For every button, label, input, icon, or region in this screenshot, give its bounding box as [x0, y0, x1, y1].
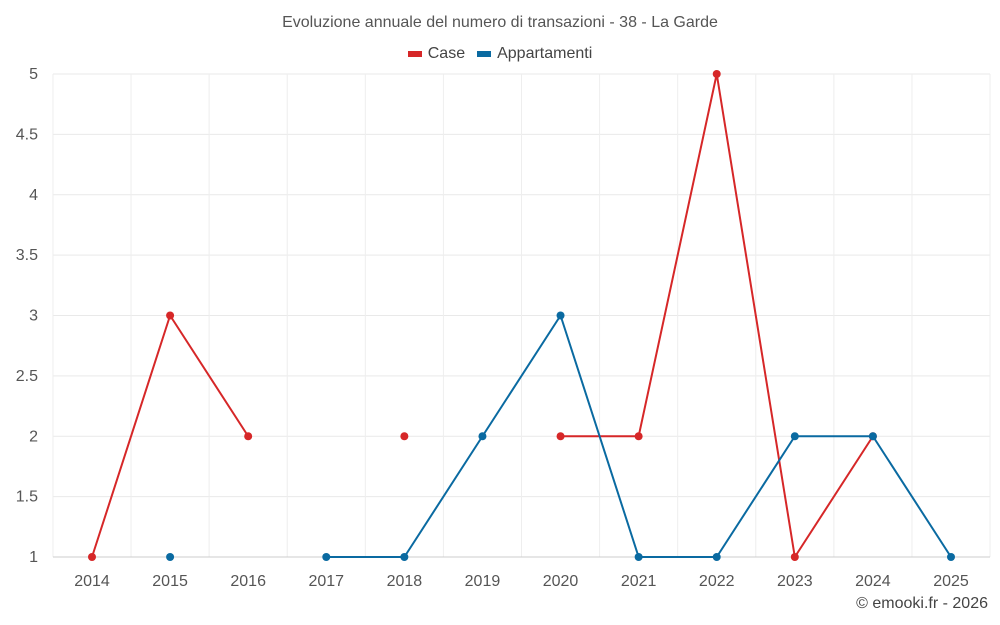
series-line-segment-case	[715, 73, 796, 558]
data-point-case[interactable]	[88, 553, 96, 561]
x-tick-label: 2018	[387, 573, 423, 590]
series-appartamenti	[166, 311, 955, 561]
data-point-appartamenti[interactable]	[166, 553, 175, 561]
data-point-case[interactable]	[400, 432, 409, 441]
data-point-case[interactable]	[244, 432, 253, 441]
legend-swatch-appartamenti	[477, 51, 492, 57]
data-point-case[interactable]	[712, 70, 721, 78]
legend-item-appartamenti[interactable]: Appartamenti	[477, 45, 592, 63]
x-tick-label: 2015	[152, 573, 188, 590]
data-point-appartamenti[interactable]	[556, 311, 565, 320]
x-tick-label: 2021	[621, 573, 657, 590]
y-tick-label: 5	[29, 66, 38, 83]
x-tick-label: 2024	[855, 573, 891, 590]
x-tick-label: 2025	[933, 573, 969, 590]
chart-title: Evoluzione annuale del numero di transaz…	[282, 14, 718, 31]
series-case	[88, 70, 877, 561]
legend-swatch-case	[407, 51, 422, 57]
x-tick-label: 2014	[74, 573, 110, 590]
legend-item-case[interactable]: Case	[407, 45, 466, 63]
series-line-segment-case	[793, 435, 874, 558]
series-layer	[88, 70, 955, 561]
data-point-case[interactable]	[634, 432, 643, 441]
y-tick-label: 1	[29, 549, 38, 566]
data-point-appartamenti[interactable]	[947, 553, 955, 561]
legend-label-appartamenti: Appartamenti	[497, 45, 593, 62]
y-tick-label: 4	[29, 187, 38, 204]
x-tick-label: 2020	[543, 573, 579, 590]
data-point-appartamenti[interactable]	[478, 432, 487, 441]
data-point-appartamenti[interactable]	[322, 553, 331, 561]
y-tick-label: 3.5	[16, 247, 38, 264]
x-tick-label: 2017	[308, 573, 344, 590]
legend: Case Appartamenti	[0, 45, 1000, 63]
data-point-appartamenti[interactable]	[868, 432, 877, 441]
data-point-appartamenti[interactable]	[790, 432, 799, 441]
grid	[52, 73, 991, 558]
series-line-segment-appartamenti	[403, 435, 484, 558]
series-line-segment-case	[637, 73, 718, 438]
data-point-appartamenti[interactable]	[634, 553, 643, 561]
series-line-segment-case	[91, 314, 172, 558]
legend-label-case: Case	[427, 45, 466, 62]
data-point-case[interactable]	[556, 432, 565, 441]
series-line-segment-case	[169, 314, 250, 438]
x-tick-label: 2016	[230, 573, 266, 590]
x-tick-label: 2023	[777, 573, 813, 590]
x-tick-label: 2019	[465, 573, 501, 590]
series-line-segment-appartamenti	[559, 314, 640, 558]
y-tick-label: 2	[29, 428, 38, 445]
data-point-case[interactable]	[790, 553, 799, 561]
y-tick-label: 3	[29, 308, 38, 325]
data-point-case[interactable]	[166, 311, 175, 320]
data-point-appartamenti[interactable]	[712, 553, 721, 561]
y-tick-label: 2.5	[16, 368, 38, 385]
series-line-segment-appartamenti	[871, 435, 952, 558]
y-tick-label: 4.5	[16, 126, 38, 143]
series-line-segment-appartamenti	[481, 314, 562, 438]
y-tick-label: 1.5	[16, 489, 38, 506]
credit-text: © emooki.fr - 2026	[856, 595, 988, 612]
data-point-appartamenti[interactable]	[400, 553, 409, 561]
series-line-segment-appartamenti	[715, 435, 796, 558]
axes: 1 1.5 2 2.5 3 3.5 4 4.5 5 2014 2015 2016 2017 2018 201…	[16, 66, 990, 590]
x-tick-label: 2022	[699, 573, 735, 590]
